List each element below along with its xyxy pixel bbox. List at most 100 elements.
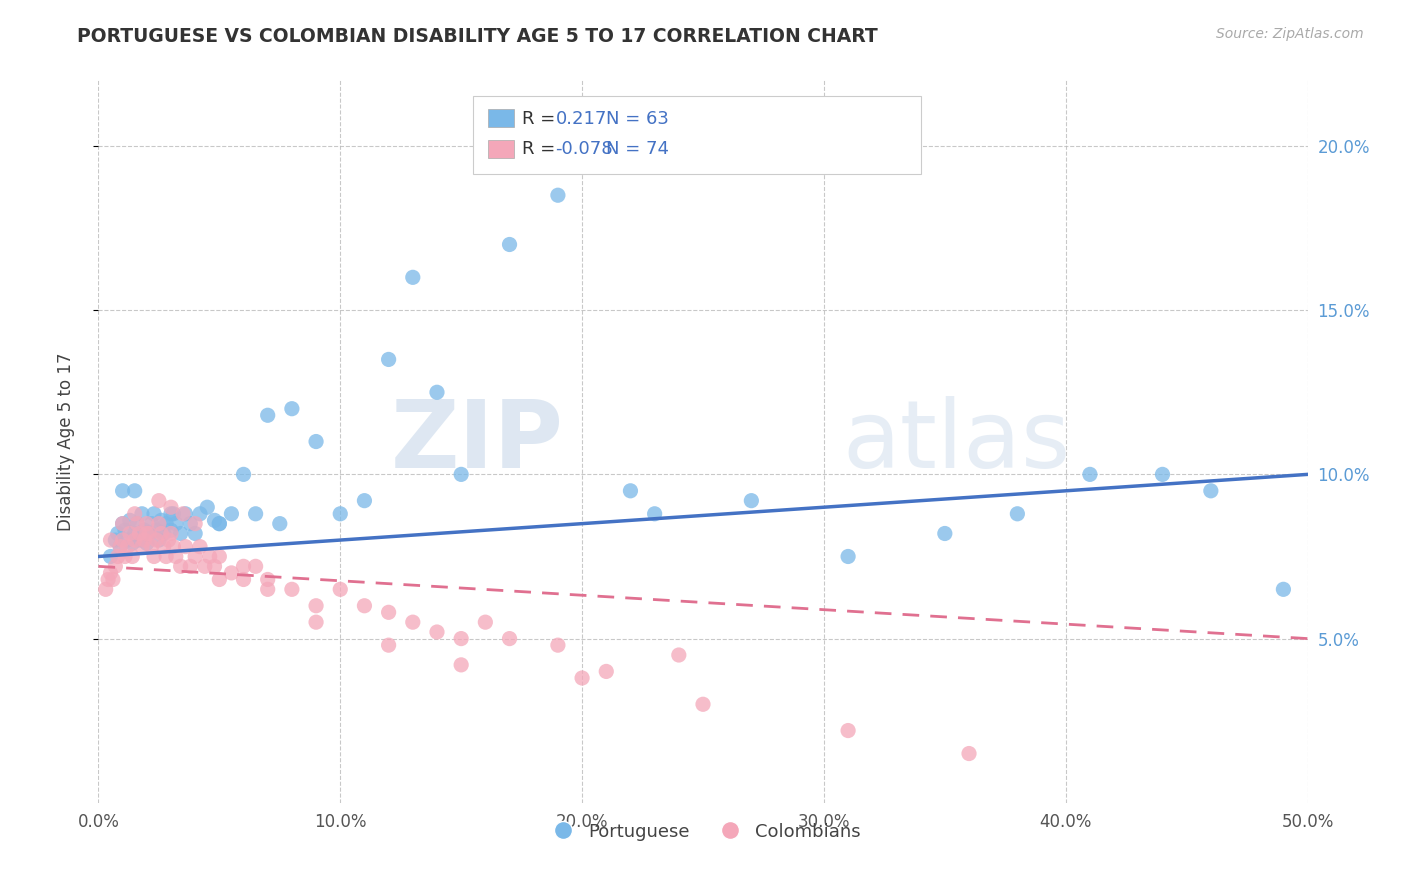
Point (108, 540, 131, 554)
Point (152, 526, 174, 541)
Point (107, 549, 129, 564)
Point (208, 516, 231, 531)
Point (426, 385, 449, 400)
Point (498, 632, 520, 646)
Point (134, 533, 156, 547)
Point (100, 533, 122, 547)
Point (377, 605, 399, 619)
Point (117, 533, 139, 547)
Point (1078, 467, 1101, 482)
Point (127, 516, 149, 531)
Point (668, 648, 690, 662)
Point (160, 500, 183, 515)
Point (740, 493, 762, 508)
Text: PORTUGUESE VS COLOMBIAN DISABILITY AGE 5 TO 17 CORRELATION CHART: PORTUGUESE VS COLOMBIAN DISABILITY AGE 5… (77, 27, 879, 45)
Point (377, 352, 399, 367)
Point (117, 540, 139, 554)
Point (329, 582, 352, 597)
Point (141, 516, 163, 531)
Point (94, 582, 117, 597)
Point (148, 533, 170, 547)
Point (934, 526, 956, 541)
Point (281, 582, 304, 597)
Point (135, 526, 157, 541)
Point (837, 723, 859, 738)
Point (353, 599, 375, 613)
Point (121, 549, 143, 564)
Point (221, 566, 243, 580)
Point (198, 549, 221, 564)
Point (121, 536, 143, 550)
Point (305, 434, 328, 449)
Point (269, 516, 291, 531)
Text: N = 63: N = 63 (606, 110, 669, 128)
Point (204, 513, 226, 527)
Point (172, 507, 194, 521)
Text: N = 74: N = 74 (606, 140, 669, 158)
Point (150, 513, 173, 527)
Point (160, 523, 183, 537)
Point (148, 516, 170, 531)
Point (179, 559, 201, 574)
Point (165, 549, 187, 564)
Point (160, 526, 183, 541)
Point (194, 559, 217, 574)
Point (184, 526, 207, 541)
Text: 0.217: 0.217 (555, 110, 607, 128)
Point (474, 615, 496, 630)
Point (135, 516, 157, 531)
Point (135, 536, 157, 550)
Point (165, 516, 187, 531)
Point (188, 507, 211, 521)
Point (101, 573, 124, 587)
Point (131, 507, 153, 521)
Point (256, 409, 278, 423)
Point (162, 540, 184, 554)
Point (547, 188, 569, 202)
Point (143, 507, 166, 521)
Point (184, 516, 207, 531)
Point (547, 638, 569, 652)
Point (174, 507, 197, 521)
Point (184, 549, 207, 564)
FancyBboxPatch shape (488, 109, 515, 128)
FancyBboxPatch shape (474, 96, 921, 174)
Point (128, 533, 150, 547)
Point (157, 533, 180, 547)
Point (118, 513, 141, 527)
Point (1152, 467, 1174, 482)
Point (195, 500, 218, 515)
FancyBboxPatch shape (488, 139, 515, 158)
Point (162, 507, 184, 521)
Point (114, 549, 136, 564)
Point (1007, 507, 1029, 521)
Point (377, 638, 399, 652)
Point (107, 526, 129, 541)
Point (256, 582, 278, 597)
Point (402, 615, 425, 630)
Point (114, 523, 136, 537)
Point (221, 507, 243, 521)
Text: atlas: atlas (842, 395, 1070, 488)
Point (155, 549, 177, 564)
Point (127, 516, 149, 531)
Point (174, 540, 197, 554)
Point (138, 526, 160, 541)
Point (143, 549, 166, 564)
Point (957, 747, 980, 761)
Point (245, 559, 267, 574)
Point (619, 483, 641, 498)
Point (150, 526, 173, 541)
Point (145, 533, 167, 547)
Point (169, 559, 191, 574)
Point (208, 516, 231, 531)
Point (256, 573, 278, 587)
Point (97, 573, 120, 587)
Point (204, 559, 226, 574)
Point (208, 549, 231, 564)
Point (111, 483, 134, 498)
Point (128, 526, 150, 541)
Point (232, 467, 254, 482)
Point (111, 516, 134, 531)
Point (169, 526, 191, 541)
